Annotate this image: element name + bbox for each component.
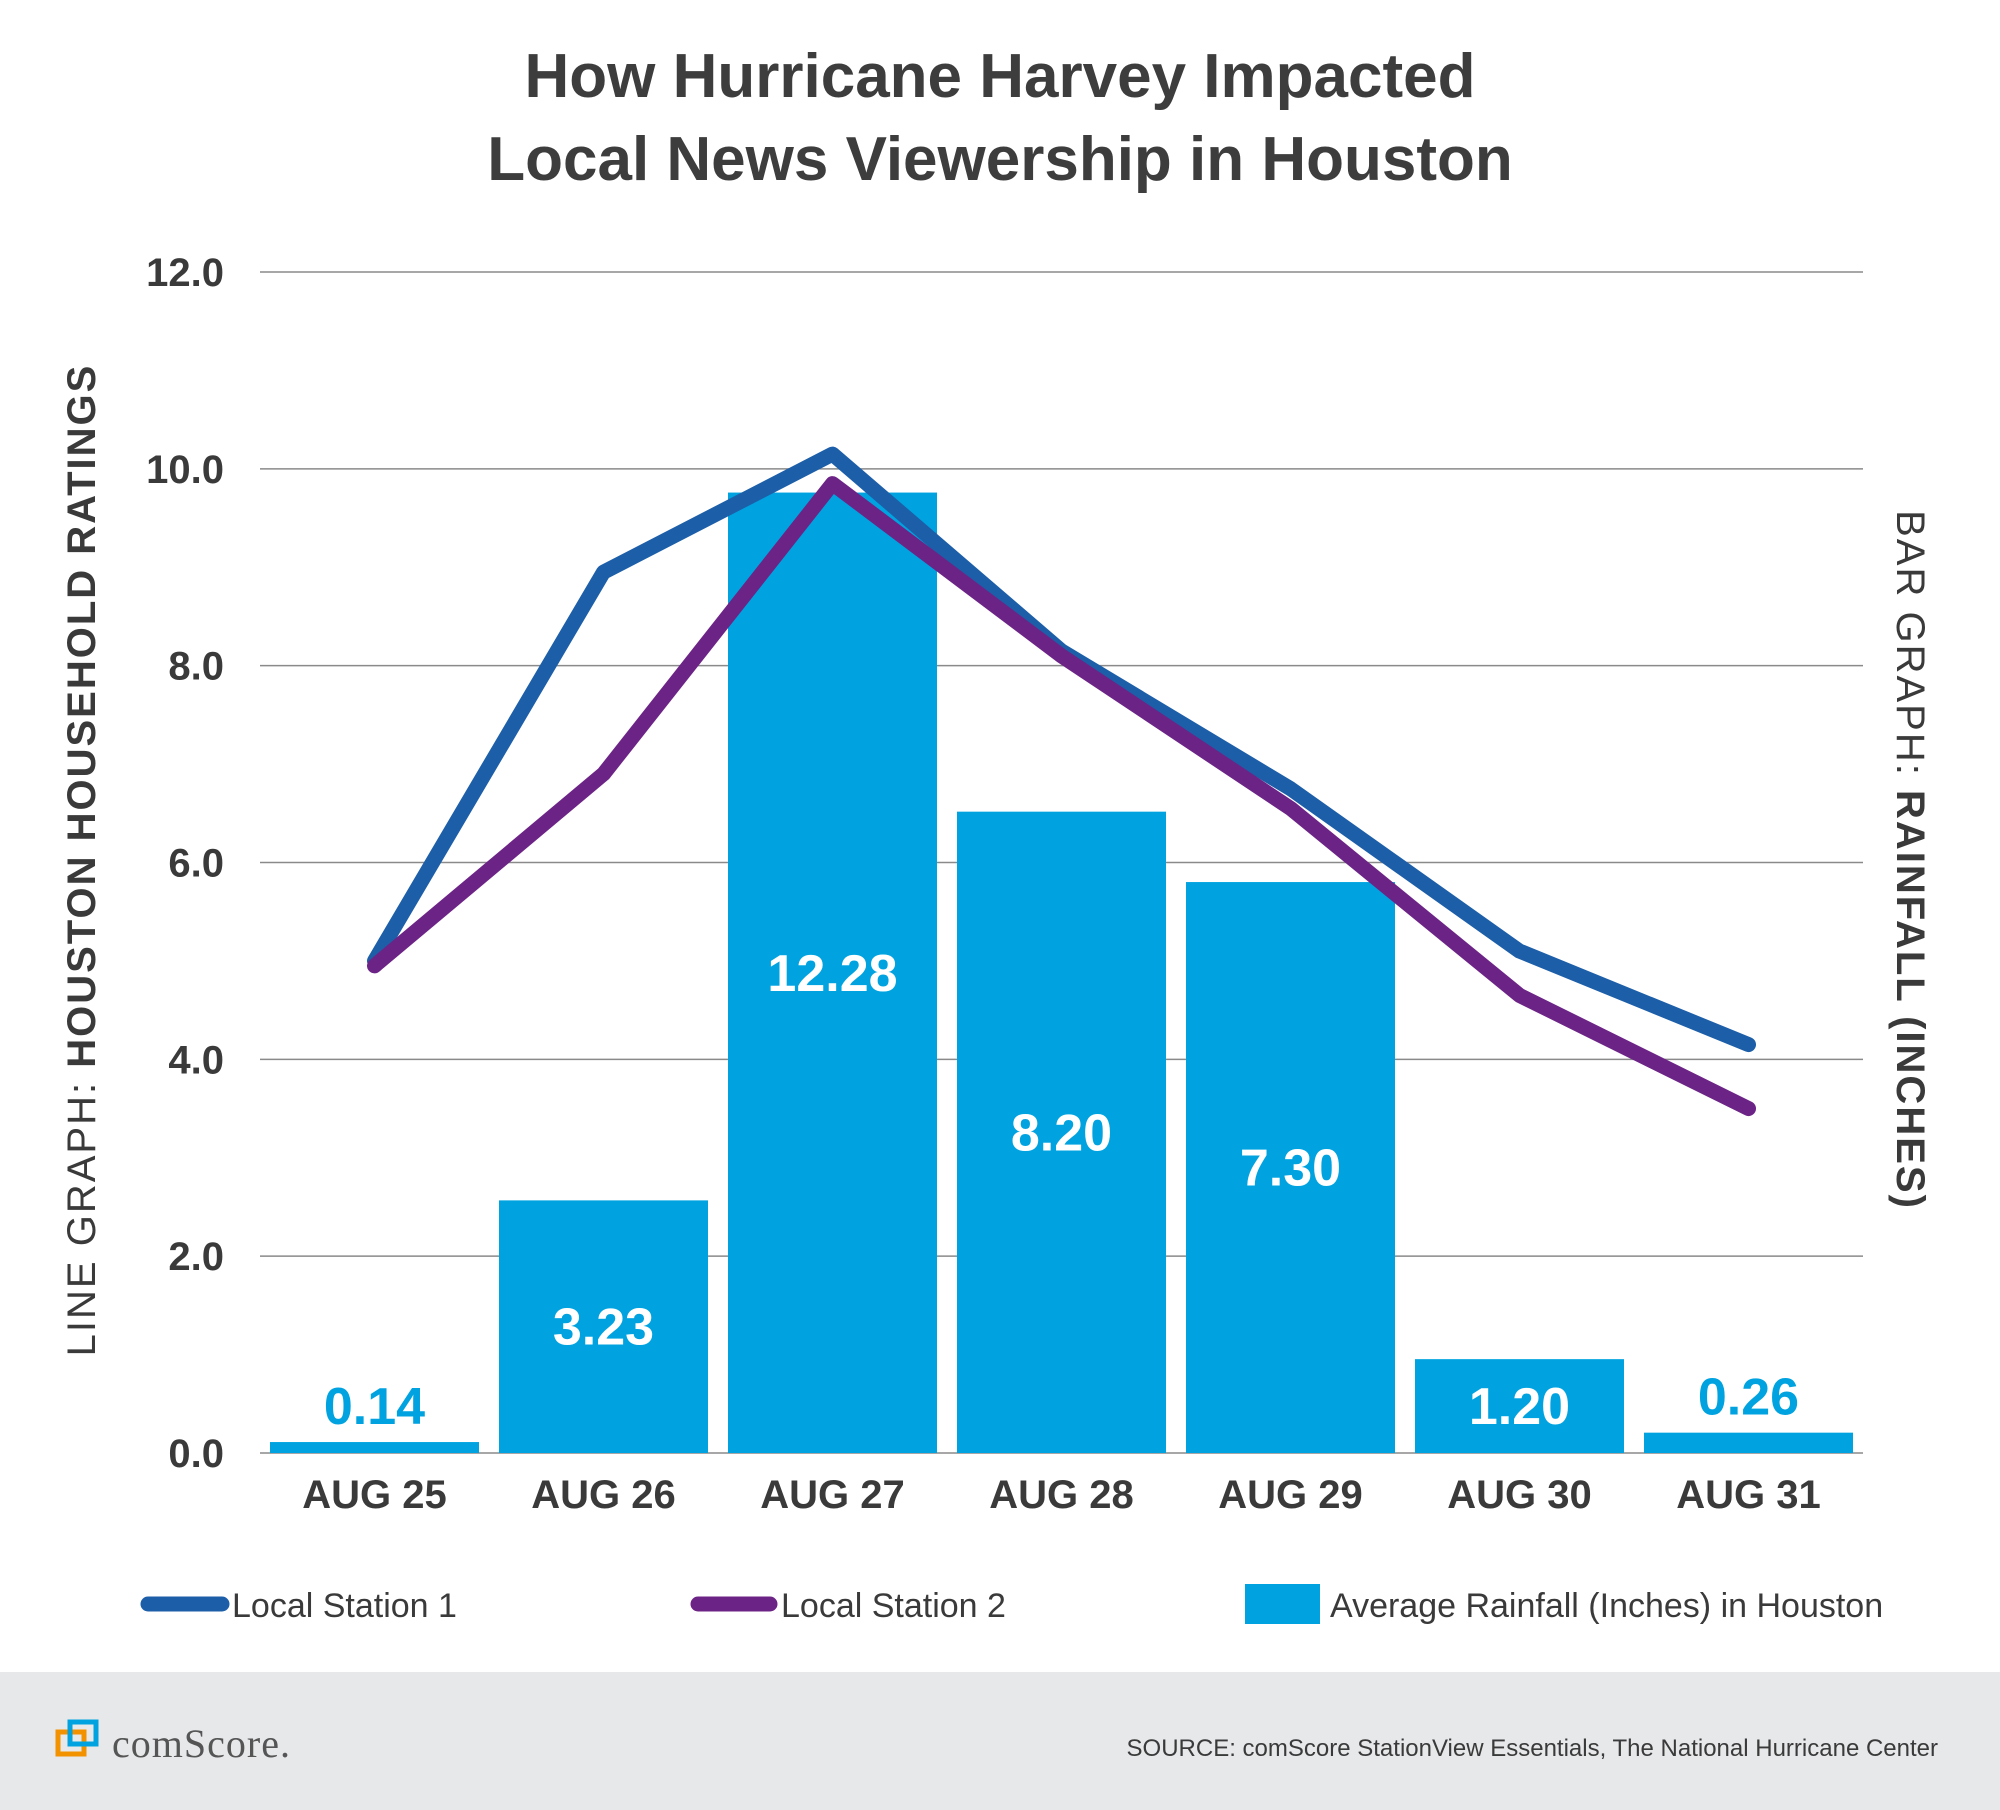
left-axis-title: LINE GRAPH: HOUSTON HOUSEHOLD RATINGS [60,364,104,1357]
comscore-brand: comScore. [112,1721,291,1766]
y-tick-label: 6.0 [168,842,224,886]
legend: Local Station 1 Local Station 2 Average … [140,1584,1883,1625]
x-tick-label: AUG 29 [1218,1473,1363,1517]
rainfall-bar [1186,882,1395,1453]
source-note: SOURCE: comScore StationView Essentials,… [1127,1735,1938,1762]
bar-value-label: 0.14 [324,1378,425,1436]
left-axis-title-light: LINE GRAPH: [60,1068,104,1357]
footer: comScore. SOURCE: comScore StationView E… [0,1672,2000,1810]
rainfall-bar [270,1442,479,1453]
bar-value-label: 8.20 [1011,1104,1112,1162]
legend-swatch-rainfall [1245,1584,1320,1624]
comscore-logo-icon [55,1719,99,1757]
legend-label-local-station-1: Local Station 1 [232,1587,457,1625]
legend-label-local-station-2: Local Station 2 [781,1587,1006,1625]
x-axis-ticks: AUG 25 AUG 26 AUG 27 AUG 28 AUG 29 AUG 30 AUG … [302,1473,1821,1517]
bar-value-label: 7.30 [1240,1140,1341,1198]
rainfall-bar [499,1200,708,1453]
right-axis-title: BAR GRAPH: RAINFALL (INCHES) [1888,510,1932,1210]
rating-lines [367,446,1756,1117]
left-axis-ticks: 0.0 2.0 4.0 6.0 8.0 10.0 12.0 [146,251,224,1476]
y-tick-label: 8.0 [168,645,224,689]
right-axis-title-light: BAR GRAPH: [1888,510,1932,790]
y-tick-label: 2.0 [168,1235,224,1279]
y-tick-label: 12.0 [146,251,224,295]
x-tick-label: AUG 28 [989,1473,1134,1517]
legend-label-rainfall: Average Rainfall (Inches) in Houston [1330,1587,1883,1625]
y-tick-label: 4.0 [168,1038,224,1082]
bar-value-label: 0.26 [1698,1369,1799,1427]
x-tick-label: AUG 26 [531,1473,676,1517]
right-axis-title-strong: RAINFALL (INCHES) [1888,790,1932,1210]
bar-value-label: 12.28 [767,945,897,1003]
chart-title-line-2: Local News Viewership in Houston [487,125,1513,194]
y-tick-label: 0.0 [168,1432,224,1476]
rainfall-bar [728,492,937,1453]
x-tick-label: AUG 27 [760,1473,905,1517]
rainfall-bar [957,811,1166,1453]
rainfall-bar [1415,1359,1624,1453]
x-tick-label: AUG 31 [1676,1473,1821,1517]
rainfall-bar [1644,1432,1853,1453]
bar-value-labels: 0.14 3.23 12.28 8.20 7.30 1.20 0.26 [324,945,1799,1436]
rainfall-bars [270,492,1853,1453]
bar-value-label: 3.23 [553,1299,654,1357]
bar-value-label: 1.20 [1469,1378,1570,1436]
chart-title: How Hurricane Harvey Impacted Local News… [487,42,1513,194]
series-line-2 [367,476,1756,1117]
x-tick-label: AUG 30 [1447,1473,1592,1517]
footer-background [0,1672,2000,1810]
y-tick-label: 10.0 [146,448,224,492]
left-axis-title-strong: HOUSTON HOUSEHOLD RATINGS [60,364,104,1068]
x-tick-label: AUG 25 [302,1473,447,1517]
chart-title-line-1: How Hurricane Harvey Impacted [524,42,1475,111]
